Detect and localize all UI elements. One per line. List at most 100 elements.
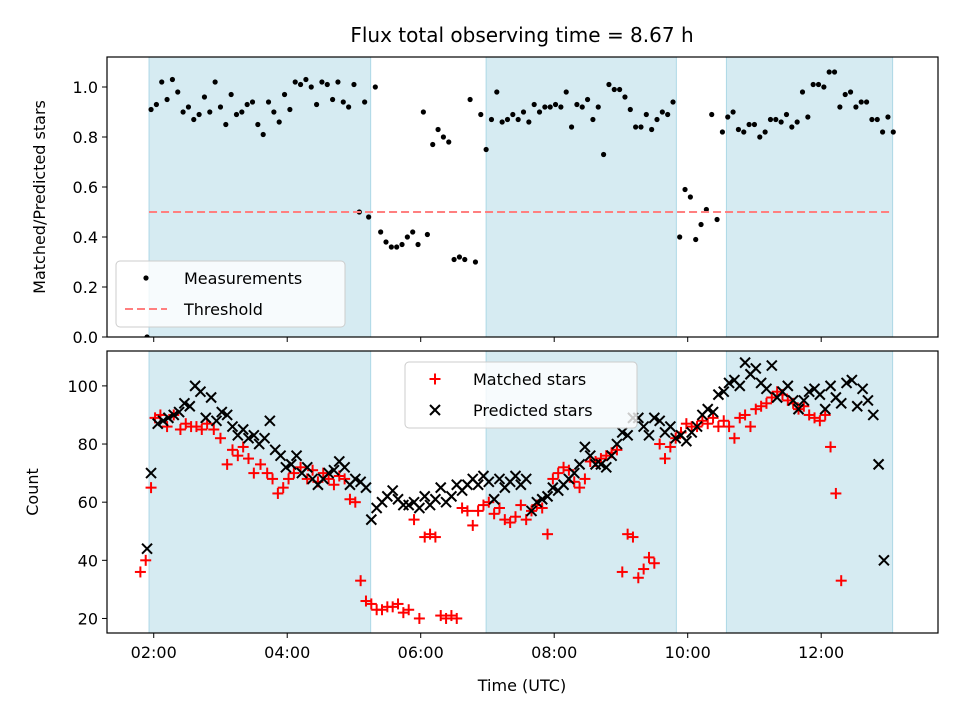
measurement-point	[600, 151, 607, 158]
predicted-star-point	[483, 476, 495, 488]
matched-star-point	[328, 479, 340, 491]
predicted-star-point	[210, 415, 223, 427]
matched-star-point	[140, 554, 152, 566]
measurement-point	[388, 244, 394, 250]
matched-star-point	[272, 487, 284, 499]
predicted-star-point	[402, 499, 415, 511]
matched-star-point	[515, 499, 527, 511]
matched-star-point	[659, 453, 671, 465]
measurement-point	[191, 116, 197, 123]
predicted-star-point	[840, 377, 853, 389]
ratio-panel: 0.0 0.2 0.4 0.6 0.8 1.0 Matched/Predicted star…	[30, 56, 939, 347]
axes-frame	[106, 56, 939, 338]
measurement-point	[223, 121, 229, 128]
matched-star-point	[579, 473, 591, 485]
matched-star-point	[472, 505, 484, 517]
measurement-point	[472, 259, 479, 265]
measurement-point	[499, 119, 505, 125]
predicted-star-point	[600, 461, 612, 473]
matched-star-point	[365, 598, 377, 610]
matched-star-point	[323, 473, 335, 485]
matched-star-point	[248, 467, 260, 479]
predicted-star-point	[242, 432, 255, 444]
measurement-point	[730, 109, 736, 115]
y-axis-title: Matched/Predicted stars	[30, 100, 49, 294]
y-tick-label: 0.4	[73, 228, 98, 247]
measurement-point	[180, 109, 186, 115]
measurement-point	[606, 81, 612, 88]
matched-star-point	[536, 502, 548, 514]
legend-label: Predicted stars	[473, 401, 593, 420]
measurement-point	[649, 126, 655, 133]
measurement-point	[362, 99, 368, 105]
measurement-point	[260, 131, 266, 138]
predicted-star-point	[301, 461, 313, 473]
legend: Measurements Threshold	[115, 260, 346, 328]
predicted-star-point	[205, 391, 217, 404]
x-tick-label: 10:00	[665, 643, 711, 662]
predicted-star-point	[531, 496, 543, 508]
predicted-star-point	[173, 406, 185, 418]
matched-star-point	[261, 467, 273, 479]
shaded-interval	[148, 350, 372, 634]
legend-dot-marker	[143, 275, 149, 281]
predicted-star-point	[856, 383, 869, 395]
measurement-point	[148, 106, 154, 113]
matched-star-point	[739, 409, 751, 421]
matched-star-point	[221, 458, 233, 470]
measurement-point	[164, 96, 170, 103]
predicted-star-point	[824, 380, 837, 392]
y-tick-label: 80	[78, 435, 98, 454]
measurement-point	[633, 124, 639, 130]
measurement-point	[313, 101, 320, 108]
measurement-point	[196, 111, 202, 118]
measurement-point	[239, 109, 245, 115]
measurement-point	[217, 104, 224, 110]
measurement-point	[677, 234, 683, 240]
measurement-point	[789, 124, 795, 130]
measurement-point	[330, 96, 336, 103]
measurement-point	[659, 109, 665, 115]
matched-star-point	[552, 467, 564, 479]
matched-star-point	[226, 444, 238, 456]
measurement-point	[488, 116, 495, 123]
legend-label: Measurements	[184, 269, 302, 288]
predicted-star-point	[488, 493, 500, 505]
measurement-point	[462, 256, 468, 263]
predicted-star-point	[360, 481, 372, 494]
measurement-point	[863, 99, 870, 105]
matched-star-point	[429, 531, 441, 543]
y-tick-label: 0.2	[73, 278, 98, 297]
matched-star-point	[237, 441, 249, 453]
measurement-point	[335, 79, 341, 85]
matched-star-point	[574, 482, 586, 494]
measurement-point	[799, 89, 806, 95]
predicted-star-point	[648, 412, 661, 424]
measurement-point	[536, 109, 543, 115]
predicted-star-point	[595, 458, 607, 471]
matched-star-point	[616, 566, 628, 578]
matched-star-point	[723, 421, 735, 433]
legend-plus-marker	[429, 373, 441, 385]
measurement-point	[682, 186, 688, 193]
predicted-star-point	[413, 502, 426, 514]
matched-star-point	[744, 421, 756, 433]
measurement-point	[654, 116, 660, 123]
predicted-star-point	[702, 403, 714, 415]
predicted-star-point	[878, 554, 890, 567]
matched-star-point	[355, 575, 367, 587]
measurement-point	[842, 91, 848, 98]
measurement-point	[558, 104, 564, 110]
measurement-point	[858, 99, 864, 105]
measurement-point	[847, 89, 854, 95]
measurement-point	[767, 116, 774, 123]
y-tick-label: 0.8	[73, 128, 98, 147]
measurement-point	[638, 124, 644, 130]
matched-star-point	[174, 423, 186, 435]
legend-x-marker	[429, 404, 441, 416]
matched-star-point	[277, 482, 289, 494]
matched-star-point	[255, 458, 267, 470]
predicted-star-point	[664, 420, 677, 433]
predicted-star-point	[691, 420, 703, 433]
matched-star-point	[317, 467, 329, 479]
